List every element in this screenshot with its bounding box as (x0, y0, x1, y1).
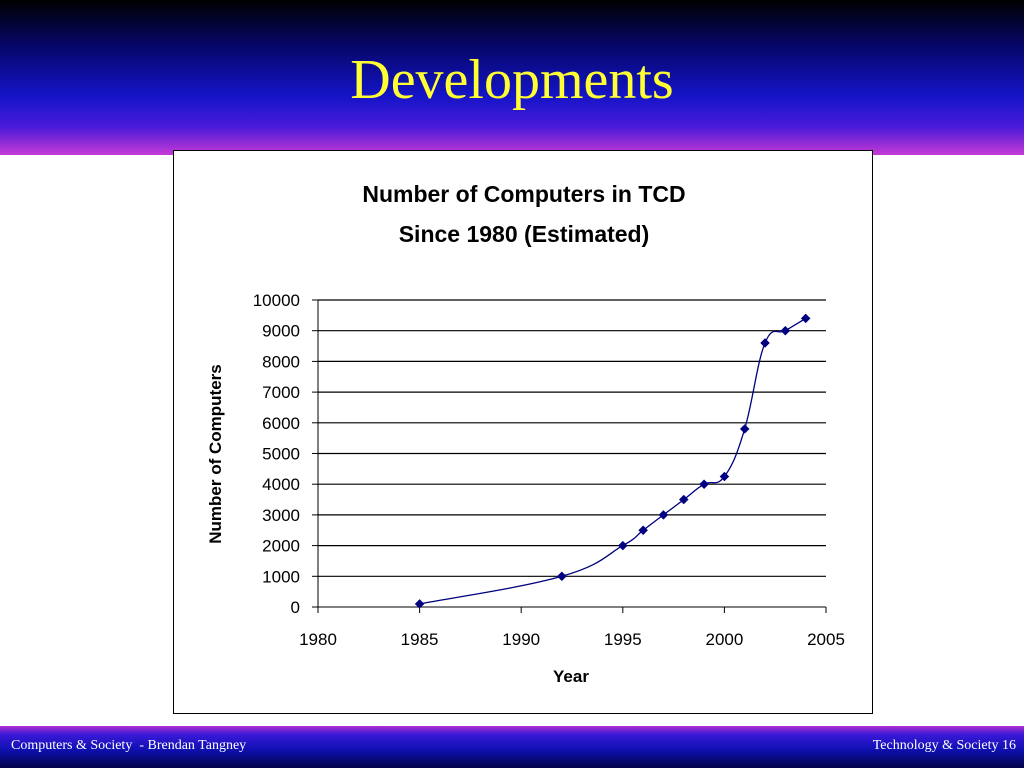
y-tick-label: 8000 (262, 352, 300, 371)
y-tick-label: 3000 (262, 506, 300, 525)
x-tick-label: 1990 (502, 630, 540, 649)
y-tick-label: 1000 (262, 567, 300, 586)
chart-title-line-1: Number of Computers in TCD (362, 181, 685, 207)
data-point-marker (556, 571, 567, 582)
axes (312, 299, 827, 613)
data-point-marker (414, 599, 425, 609)
x-tick-label: 2005 (807, 630, 845, 649)
data-point-marker (658, 510, 669, 520)
slide-title: Developments (350, 49, 674, 111)
x-axis-label: Year (553, 667, 589, 686)
footer-section-page: Technology & Society 16 (872, 738, 1016, 753)
footer-course-author: Computers & Society - Brendan Tangney (11, 738, 247, 753)
grid-lines (318, 299, 826, 577)
x-tick-label: 1985 (401, 630, 439, 649)
y-tick-label: 0 (291, 598, 300, 617)
data-point-marker (678, 494, 689, 505)
y-tick-label: 2000 (262, 537, 300, 556)
data-point-marker (780, 325, 791, 336)
x-tick-label: 1995 (604, 630, 642, 649)
data-point-marker (638, 525, 648, 536)
y-tick-label: 6000 (262, 414, 300, 433)
title-banner (0, 0, 1024, 155)
data-point-marker (719, 471, 730, 482)
data-series (414, 313, 811, 609)
x-tick-label: 2000 (705, 630, 743, 649)
data-point-marker (739, 424, 750, 434)
footer-bar (0, 726, 1024, 768)
y-tick-labels: 0 1000 2000 3000 4000 5000 6000 7000 8000 9000 100… (253, 291, 300, 617)
y-tick-label: 9000 (262, 322, 300, 341)
x-tick-label: 1980 (299, 630, 337, 649)
y-axis-label: Number of Computers (206, 364, 225, 543)
x-tick-labels: 1980 1985 1990 1995 2000 2005 (299, 630, 845, 649)
y-tick-label: 10000 (253, 291, 300, 310)
y-tick-label: 4000 (262, 475, 300, 494)
data-point-marker (699, 479, 709, 490)
chart-title-line-2: Since 1980 (Estimated) (399, 221, 650, 247)
data-point-marker (760, 338, 770, 348)
data-point-marker (800, 313, 811, 324)
data-point-marker (617, 540, 628, 551)
y-tick-label: 5000 (262, 445, 300, 464)
y-tick-label: 7000 (262, 383, 300, 402)
chart-frame (173, 150, 873, 714)
